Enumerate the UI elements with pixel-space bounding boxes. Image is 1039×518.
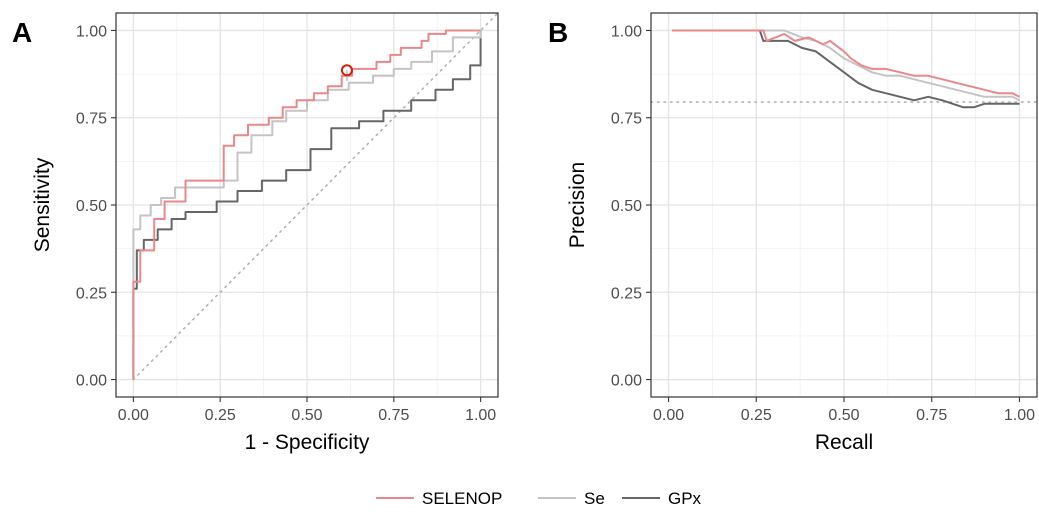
panel-b: 0.00 0.00 0.25 0.25 0.50 0.50 0.75 0.75 1.00 1.00… <box>548 12 1038 454</box>
legend-label-gpx: GPx <box>668 489 702 508</box>
panel-letter: B <box>548 17 568 48</box>
y-tick-label: 0.50 <box>76 198 107 215</box>
x-tick-label: 0.50 <box>828 407 859 424</box>
y-tick-label: 0.00 <box>611 373 642 390</box>
y-tick-label: 0.75 <box>76 111 107 128</box>
y-tick-label: 1.00 <box>76 23 107 40</box>
x-tick-label: 1.00 <box>465 407 496 424</box>
x-tick-label: 1.00 <box>1004 407 1035 424</box>
series-line-gpx <box>672 29 1020 109</box>
x-axis-title: 1 - Specificity <box>245 431 370 454</box>
series-line-gpx <box>132 30 482 380</box>
legend-label-selenop: SELENOP <box>422 489 502 508</box>
x-axis-title: Recall <box>815 431 873 454</box>
y-tick-label: 0.50 <box>611 198 642 215</box>
y-axis-title: Sensitivity <box>31 157 54 252</box>
panel-letter: A <box>12 17 32 48</box>
y-axis-title: Precision <box>566 162 589 248</box>
y-tick-label: 1.00 <box>611 23 642 40</box>
y-tick-label: 0.75 <box>611 111 642 128</box>
series-line-selenop <box>672 29 1020 98</box>
x-tick-label: 0.25 <box>205 407 236 424</box>
x-tick-label: 0.75 <box>378 407 409 424</box>
highlight-point-marker <box>340 64 353 77</box>
reference-line <box>132 12 499 381</box>
series-line-se <box>132 30 482 380</box>
legend: SELENOP Se GPx <box>376 489 702 508</box>
x-tick-label: 0.75 <box>916 407 947 424</box>
x-tick-label: 0.50 <box>291 407 322 424</box>
x-tick-label: 0.00 <box>653 407 684 424</box>
panel-a: 0.00 0.00 0.25 0.25 0.50 0.50 0.75 0.75 1.00 1.00… <box>12 12 499 454</box>
series-line-selenop <box>132 29 481 380</box>
y-tick-label: 0.25 <box>611 285 642 302</box>
x-tick-label: 0.25 <box>741 407 772 424</box>
y-tick-label: 0.00 <box>76 373 107 390</box>
x-tick-label: 0.00 <box>118 407 149 424</box>
y-tick-label: 0.25 <box>76 285 107 302</box>
legend-label-se: Se <box>584 489 605 508</box>
